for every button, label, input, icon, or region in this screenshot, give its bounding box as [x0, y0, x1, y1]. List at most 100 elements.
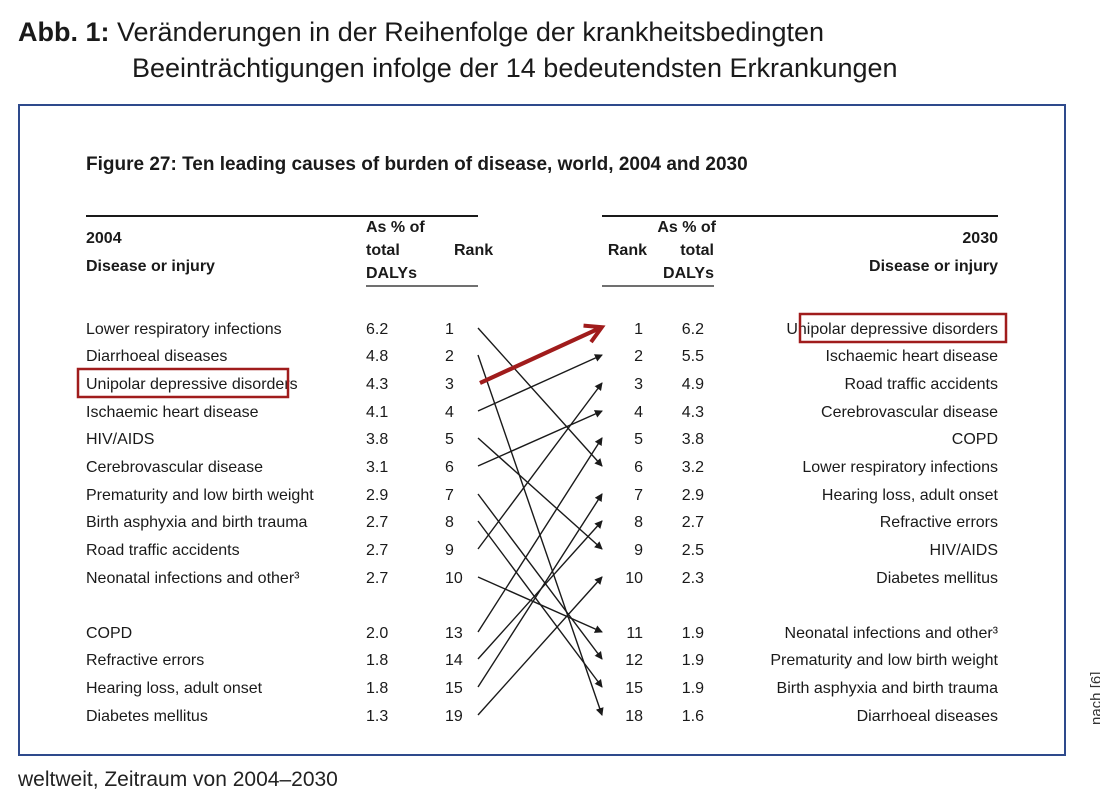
left-pct-value: 2.7 — [366, 570, 388, 587]
left-disease-label: HIV/AIDS — [86, 431, 154, 448]
right-pct-header-1: As % of — [657, 219, 716, 236]
caption-text-2: Beeinträchtigungen infolge der 14 bedeut… — [132, 53, 898, 83]
left-disease-label: Birth asphyxia and birth trauma — [86, 514, 308, 531]
right-disease-label: Unipolar depressive disorders — [786, 321, 998, 338]
right-disease-label: Hearing loss, adult onset — [822, 487, 999, 504]
left-disease-label: Neonatal infections and other³ — [86, 570, 300, 587]
left-pct-value: 2.7 — [366, 542, 388, 559]
left-disease-label: Cerebrovascular disease — [86, 459, 263, 476]
left-pct-value: 2.9 — [366, 487, 388, 504]
right-pct-value: 4.9 — [682, 376, 704, 393]
left-pct-value: 4.3 — [366, 376, 388, 393]
right-disease-label: Refractive errors — [880, 514, 998, 531]
right-rank-value: 1 — [634, 321, 643, 338]
left-disease-label: Prematurity and low birth weight — [86, 487, 314, 504]
left-rank-value: 14 — [445, 652, 463, 669]
right-rank-value: 2 — [634, 348, 643, 365]
left-disease-label: Unipolar depressive disorders — [86, 376, 298, 393]
right-rank-value: 8 — [634, 514, 643, 531]
right-pct-value: 1.9 — [682, 652, 704, 669]
figure-frame: Figure 27: Ten leading causes of burden … — [18, 104, 1066, 756]
right-pct-value: 6.2 — [682, 321, 704, 338]
right-pct-value: 2.5 — [682, 542, 704, 559]
right-disease-label: Diarrhoeal diseases — [857, 708, 998, 725]
highlight-box-left — [76, 367, 290, 399]
highlight-arrow — [479, 328, 600, 385]
left-pct-value: 1.3 — [366, 708, 388, 725]
right-rank-value: 12 — [625, 652, 643, 669]
left-disease-header: Disease or injury — [86, 258, 215, 275]
right-rank-header: Rank — [608, 242, 647, 259]
footer-note: weltweit, Zeitraum von 2004–2030 — [18, 768, 338, 791]
right-rank-value: 11 — [626, 625, 643, 642]
right-rank-value: 5 — [634, 431, 643, 448]
left-disease-label: COPD — [86, 625, 132, 642]
right-disease-label: Prematurity and low birth weight — [770, 652, 998, 669]
right-year-header: 2030 — [962, 230, 998, 247]
left-disease-label: Ischaemic heart disease — [86, 404, 259, 421]
left-pct-header-3: DALYs — [366, 265, 417, 282]
rank-change-arrow — [477, 493, 603, 688]
right-disease-label: Birth asphyxia and birth trauma — [777, 680, 999, 697]
left-pct-value: 4.1 — [366, 404, 388, 421]
right-disease-label: Neonatal infections and other³ — [785, 625, 999, 642]
left-pct-value: 2.7 — [366, 514, 388, 531]
rank-change-arrow — [477, 437, 603, 633]
right-disease-label: Lower respiratory infections — [802, 459, 998, 476]
left-pct-header-2: total — [366, 242, 400, 259]
caption-label: Abb. 1: — [18, 17, 110, 47]
right-pct-header-2: total — [680, 242, 714, 259]
left-disease-label: Road traffic accidents — [86, 542, 240, 559]
source-note: nach [6] — [1088, 671, 1100, 725]
right-pct-value: 1.9 — [682, 680, 704, 697]
left-rank-value: 1 — [445, 321, 454, 338]
highlight-box-right — [798, 312, 1008, 344]
left-disease-label: Refractive errors — [86, 652, 204, 669]
right-pct-value: 5.5 — [682, 348, 704, 365]
right-rank-value: 6 — [634, 459, 643, 476]
right-pct-value: 3.2 — [682, 459, 704, 476]
left-pct-value: 1.8 — [366, 680, 388, 697]
left-rank-value: 19 — [445, 708, 463, 725]
chart-title: Figure 27: Ten leading causes of burden … — [86, 154, 748, 175]
right-pct-value: 2.9 — [682, 487, 704, 504]
right-disease-label: HIV/AIDS — [930, 542, 998, 559]
left-disease-label: Diarrhoeal diseases — [86, 348, 227, 365]
right-pct-value: 2.7 — [682, 514, 704, 531]
left-rank-value: 6 — [445, 459, 454, 476]
right-pct-value: 3.8 — [682, 431, 704, 448]
right-disease-label: Road traffic accidents — [844, 376, 998, 393]
left-rank-value: 4 — [445, 404, 454, 421]
rank-change-arrow — [477, 354, 603, 412]
left-pct-value: 1.8 — [366, 652, 388, 669]
right-rank-value: 7 — [634, 487, 643, 504]
left-disease-label: Hearing loss, adult onset — [86, 680, 263, 697]
right-disease-label: COPD — [952, 431, 998, 448]
left-pct-value: 6.2 — [366, 321, 388, 338]
left-rank-header: Rank — [454, 242, 493, 259]
left-pct-value: 3.1 — [366, 459, 388, 476]
left-rank-value: 7 — [445, 487, 454, 504]
right-rank-value: 15 — [625, 680, 643, 697]
left-year-header: 2004 — [86, 230, 122, 247]
right-rank-value: 10 — [625, 570, 643, 587]
left-rank-value: 8 — [445, 514, 454, 531]
rank-change-arrow — [477, 576, 603, 716]
left-pct-value: 2.0 — [366, 625, 388, 642]
rank-change-arrow — [477, 382, 603, 550]
left-pct-header-1: As % of — [366, 219, 425, 236]
right-disease-label: Ischaemic heart disease — [825, 348, 998, 365]
rank-change-arrow — [477, 327, 603, 467]
right-disease-label: Diabetes mellitus — [876, 570, 998, 587]
left-rank-value: 3 — [445, 376, 454, 393]
left-rank-value: 10 — [445, 570, 463, 587]
left-rank-value: 15 — [445, 680, 463, 697]
right-rank-value: 4 — [634, 404, 643, 421]
left-rank-value: 13 — [445, 625, 463, 642]
right-rank-value: 3 — [634, 376, 643, 393]
rank-change-chart: Figure 27: Ten leading causes of burden … — [76, 154, 1008, 725]
figure-caption: Abb. 1: Veränderungen in der Reihenfolge… — [18, 14, 1088, 86]
left-rank-value: 2 — [445, 348, 454, 365]
left-rank-value: 5 — [445, 431, 454, 448]
right-pct-value: 1.6 — [682, 708, 704, 725]
